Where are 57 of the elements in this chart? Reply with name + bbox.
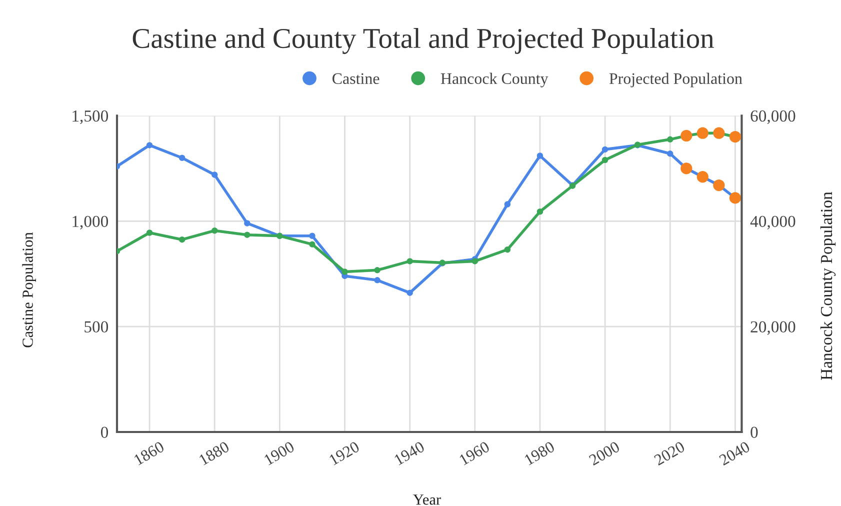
x-tick-label: 1880 [198, 441, 230, 466]
x-tick-label: 1900 [264, 441, 295, 466]
x-tick-label: 1980 [524, 441, 556, 466]
point [406, 290, 413, 296]
point [406, 258, 413, 264]
x-tick-label: 1860 [134, 441, 165, 466]
point [146, 142, 153, 148]
point [374, 277, 380, 284]
y2-tick-label: 40,000 [750, 216, 796, 230]
point [680, 130, 692, 142]
point [696, 171, 708, 183]
x-tick-label: 1940 [394, 441, 426, 466]
y-tick-label: 0 [100, 426, 108, 438]
y2-axis-title: Hancock County Population [820, 192, 836, 380]
point [602, 146, 608, 153]
point [729, 192, 742, 204]
chart-title: Castine and County Total and Projected Population [132, 28, 714, 54]
point [146, 230, 153, 236]
point [472, 258, 478, 264]
legend-label: Castine [332, 73, 380, 84]
point [536, 208, 544, 215]
point [666, 136, 674, 143]
point [713, 127, 725, 139]
point [309, 232, 316, 240]
point [178, 154, 186, 161]
x-tick-label: 2040 [718, 441, 750, 466]
point [504, 246, 511, 253]
y2-tick-label: 0 [750, 426, 758, 438]
point [696, 127, 708, 139]
point [374, 267, 380, 274]
point [602, 156, 608, 164]
point [504, 201, 511, 208]
legend-label: Projected Population [609, 72, 742, 88]
y-tick-label: 1,000 [72, 216, 108, 230]
point [244, 220, 250, 226]
x-axis-title: Year [413, 494, 441, 505]
y2-tick-label: 20,000 [750, 321, 796, 335]
legend-label: Hancock County [440, 72, 548, 88]
point [729, 130, 742, 143]
x-tick-label: 1920 [328, 441, 360, 466]
point [309, 241, 316, 248]
point [244, 232, 250, 238]
y-axis-title: Castine Population [22, 232, 36, 348]
y-tick-label: 500 [84, 321, 108, 333]
y-tick-label: 1,500 [72, 110, 108, 124]
point [211, 227, 218, 234]
point [713, 179, 725, 192]
point [211, 172, 218, 178]
point [178, 236, 186, 243]
x-tick-label: 1960 [458, 441, 490, 466]
point [536, 152, 544, 159]
point [342, 268, 348, 275]
x-tick-label: 2000 [588, 441, 620, 466]
x-tick-label: 2020 [654, 441, 686, 466]
y2-tick-label: 60,000 [750, 110, 796, 124]
point [680, 162, 692, 174]
point [666, 150, 674, 157]
